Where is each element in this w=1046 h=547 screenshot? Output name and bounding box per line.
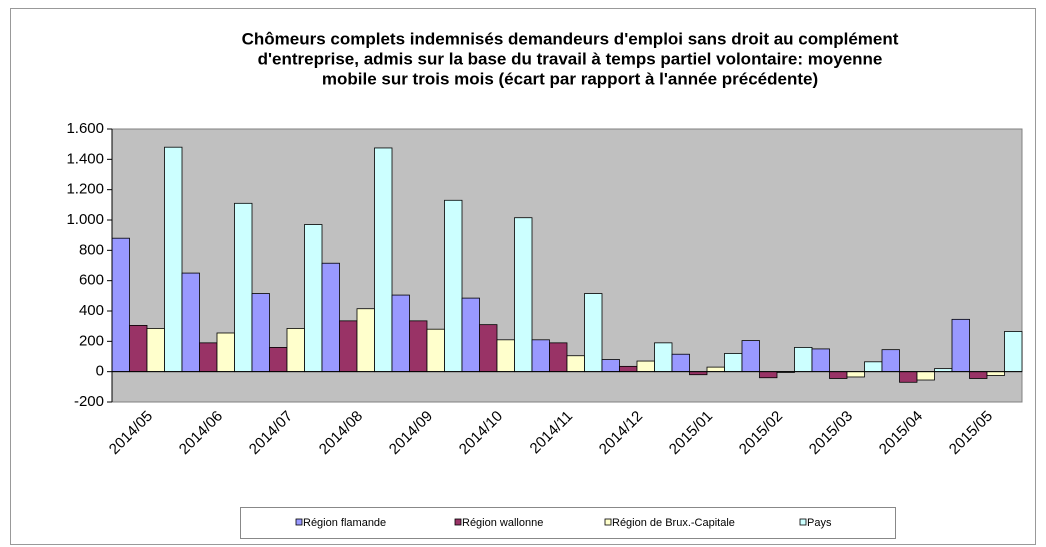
chart-title: d'entreprise, admis sur la base du trava… xyxy=(258,49,883,68)
bar xyxy=(339,320,358,373)
bar xyxy=(531,339,550,373)
bar xyxy=(549,342,568,373)
bar xyxy=(601,359,620,373)
bar xyxy=(391,294,410,373)
y-tick-label: 200 xyxy=(79,332,104,349)
bar xyxy=(356,308,375,373)
bar xyxy=(916,371,935,381)
bar xyxy=(969,371,988,379)
bar xyxy=(636,360,655,373)
bar xyxy=(461,297,480,373)
legend-swatch xyxy=(604,518,612,526)
chart-title: Chômeurs complets indemnisés demandeurs … xyxy=(242,29,899,48)
bar xyxy=(671,353,690,373)
bar xyxy=(864,361,883,373)
bar xyxy=(724,353,743,373)
y-tick-label: 800 xyxy=(79,241,104,258)
y-tick-label: 1.400 xyxy=(66,150,104,167)
legend-swatch xyxy=(454,518,462,526)
bar xyxy=(479,324,498,373)
legend-label: Région de Brux.-Capitale xyxy=(612,517,735,529)
y-tick-label: 1.200 xyxy=(66,181,104,198)
legend-label: Région wallonne xyxy=(462,517,543,529)
y-tick-label: 600 xyxy=(79,272,104,289)
bar xyxy=(251,293,270,373)
bar xyxy=(111,237,130,373)
y-tick-label: -200 xyxy=(74,393,104,410)
bar xyxy=(146,328,165,373)
bar xyxy=(409,320,428,373)
bar xyxy=(741,340,760,373)
y-tick-label: 0 xyxy=(96,363,104,380)
bar xyxy=(444,199,463,373)
y-tick-label: 1.600 xyxy=(66,120,104,137)
bar xyxy=(234,202,253,373)
legend-swatch xyxy=(295,518,303,526)
bar xyxy=(951,318,970,373)
bar xyxy=(304,224,323,373)
bar xyxy=(129,325,148,373)
bar xyxy=(566,355,585,373)
bar xyxy=(199,342,218,373)
legend-box xyxy=(240,507,896,539)
bar xyxy=(374,147,393,373)
bar xyxy=(654,342,673,373)
bar xyxy=(829,371,848,379)
legend-label: Pays xyxy=(807,517,832,529)
legend-swatch xyxy=(799,518,807,526)
bar xyxy=(899,371,918,383)
bar xyxy=(1004,331,1023,373)
bar xyxy=(811,348,830,373)
legend-label: Région flamande xyxy=(303,517,386,529)
bar xyxy=(321,262,340,373)
bar xyxy=(216,332,235,373)
chart-title: mobile sur trois mois (écart par rapport… xyxy=(322,69,818,88)
bar xyxy=(181,272,200,373)
bar xyxy=(759,371,778,379)
bar xyxy=(706,366,725,373)
bar xyxy=(881,349,900,373)
y-tick-label: 400 xyxy=(79,302,104,319)
bar xyxy=(986,371,1005,376)
bar xyxy=(269,346,288,373)
bar xyxy=(164,146,183,373)
bar xyxy=(496,339,515,373)
bar xyxy=(426,328,445,373)
bar xyxy=(846,371,865,378)
bar xyxy=(619,365,638,373)
bar xyxy=(286,328,305,373)
y-tick-label: 1.000 xyxy=(66,211,104,228)
bar xyxy=(514,217,533,373)
bar xyxy=(584,293,603,373)
bar xyxy=(794,346,813,373)
